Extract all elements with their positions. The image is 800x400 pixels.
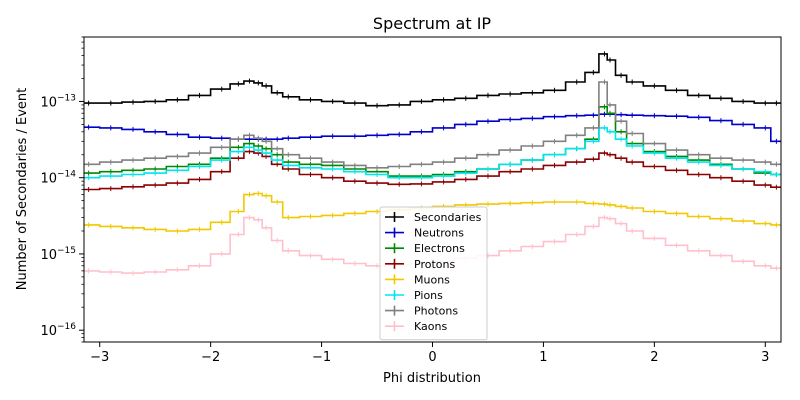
chart-title: Spectrum at IP xyxy=(373,14,492,33)
x-tick-label: −3 xyxy=(90,350,109,365)
plot-frame xyxy=(83,36,782,343)
series-line-electrons xyxy=(84,106,781,177)
legend-label: Photons xyxy=(414,305,458,318)
legend-label: Pions xyxy=(414,289,443,302)
legend-label: Secondaries xyxy=(414,211,482,224)
y-axis: 10−16 10−15 10−14 10−13 xyxy=(40,36,84,343)
x-tick-label: −1 xyxy=(312,350,331,365)
series-line-neutrons xyxy=(84,113,781,143)
series-line-secondaries xyxy=(84,53,781,107)
series-line-pions xyxy=(84,127,781,179)
legend-item-neutrons: Neutrons xyxy=(385,227,464,240)
y-tick-label: 10−13 xyxy=(40,93,76,110)
legend-item-photons: Photons xyxy=(385,305,458,318)
series-protons xyxy=(84,149,781,192)
legend-box xyxy=(379,206,488,341)
y-axis-label: Number of Secondaries / Event xyxy=(15,88,30,290)
y-tick-label: 10−16 xyxy=(40,322,76,339)
legend-label: Muons xyxy=(414,273,450,286)
series-photons xyxy=(84,79,781,171)
x-tick-label: 0 xyxy=(428,350,436,365)
legend-label: Protons xyxy=(414,258,455,271)
legend: Secondaries Neutrons Electrons Protons Muons… xyxy=(379,206,488,341)
x-tick-label: −2 xyxy=(201,350,220,365)
legend-label: Neutrons xyxy=(414,227,464,240)
x-tick-label: 3 xyxy=(761,350,769,365)
x-tick-label: 1 xyxy=(539,350,547,365)
legend-item-kaons: Kaons xyxy=(385,320,447,333)
x-tick-label: 2 xyxy=(650,350,658,365)
x-axis-label: Phi distribution xyxy=(383,371,481,386)
legend-item-muons: Muons xyxy=(385,273,450,286)
legend-label: Kaons xyxy=(414,320,447,333)
x-axis: −3 −2 −1 0 1 2 3 xyxy=(90,342,769,365)
legend-label: Electrons xyxy=(414,242,465,255)
series-pions xyxy=(84,125,781,181)
legend-item-protons: Protons xyxy=(385,258,455,271)
y-tick-label: 10−15 xyxy=(40,246,76,263)
legend-item-electrons: Electrons xyxy=(385,242,465,255)
series-secondaries xyxy=(84,51,781,109)
legend-item-secondaries: Secondaries xyxy=(385,211,482,224)
y-tick-label: 10−14 xyxy=(40,170,76,187)
legend-item-pions: Pions xyxy=(385,289,443,302)
